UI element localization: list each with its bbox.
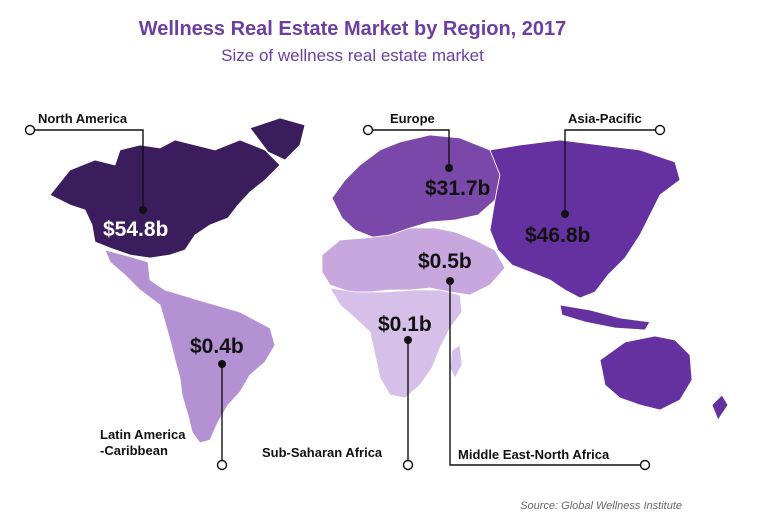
europe-label: Europe <box>390 111 435 126</box>
europe-leader <box>368 129 450 168</box>
leader-lines <box>30 129 660 466</box>
middle-east-leader <box>449 281 645 466</box>
map-title: Wellness Real Estate Market by Region, 2… <box>138 18 567 40</box>
europe-anchor <box>445 164 453 172</box>
australia-region <box>599 335 693 411</box>
map-subtitle: Size of wellness real estate market <box>221 46 484 65</box>
sub-saharan-africa-region <box>329 287 463 399</box>
sub-saharan-africa-label: Sub-Saharan Africa <box>262 445 383 460</box>
sub-saharan-africa-anchor <box>404 336 412 344</box>
leader-endpoints <box>24 124 666 471</box>
latin-america-value: $0.4b <box>190 335 244 358</box>
middle-east-north-africa-label: Middle East-North Africa <box>458 447 610 462</box>
sub-saharan-africa-value: $0.1b <box>378 313 432 336</box>
madagascar-region <box>449 344 463 379</box>
asia-pacific-region <box>489 139 681 299</box>
north-america-value: $54.8b <box>103 218 169 241</box>
north-america-region <box>49 139 281 259</box>
latin-america-region <box>104 249 276 444</box>
north-america-endpoint <box>24 124 36 136</box>
indonesia-region <box>559 304 651 331</box>
asia-pacific-label: Asia-Pacific <box>568 111 642 126</box>
europe-value: $31.7b <box>425 177 491 200</box>
latin-america-endpoint <box>216 459 228 471</box>
north-america-leader <box>30 129 144 210</box>
asia-pacific-anchor <box>561 210 569 218</box>
north-america-anchor <box>139 206 147 214</box>
middle-east-north-africa-value: $0.5b <box>418 250 472 273</box>
asia-pacific-value: $46.8b <box>525 224 591 247</box>
source-note: Source: Global Wellness Institute <box>520 500 682 512</box>
sub-saharan-africa-endpoint <box>402 459 414 471</box>
new-zealand-region <box>711 394 729 421</box>
greenland-region <box>249 117 306 161</box>
north-america-label: North America <box>38 111 128 126</box>
latin-america-label-line2: -Caribbean <box>100 443 168 458</box>
asia-pacific-endpoint <box>654 124 666 136</box>
middle-east-north-africa-region <box>321 227 506 296</box>
leader-anchors <box>139 164 569 368</box>
latin-america-anchor <box>218 360 226 368</box>
middle-east-endpoint <box>639 459 651 471</box>
europe-endpoint <box>362 124 374 136</box>
latin-america-label-line1: Latin America <box>100 427 186 442</box>
asia-pacific-leader <box>564 129 660 214</box>
middle-east-anchor <box>446 277 454 285</box>
